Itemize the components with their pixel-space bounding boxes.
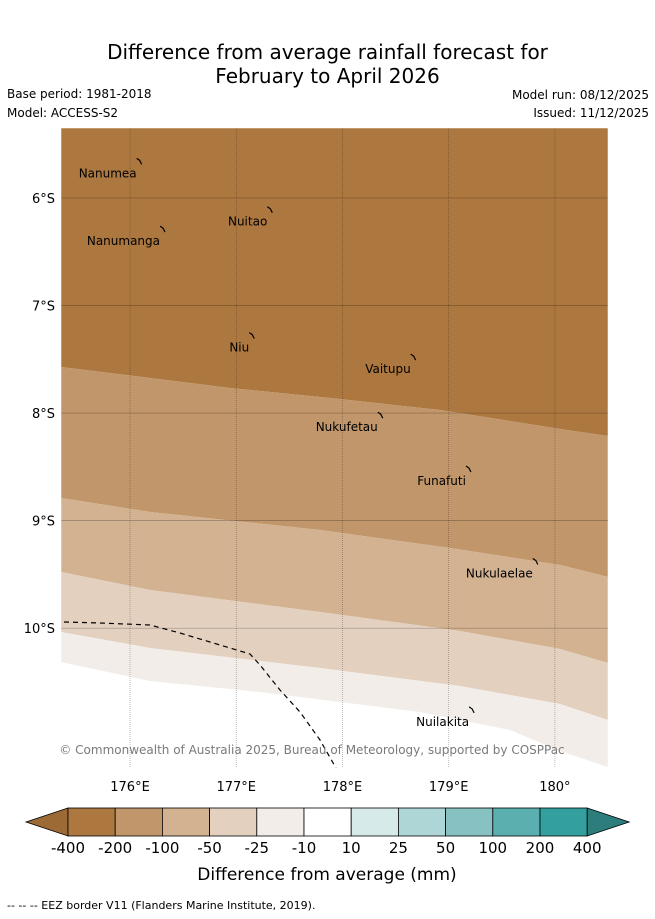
island-shape <box>532 557 539 565</box>
band-below-100mm <box>61 367 608 577</box>
island-shape <box>266 206 273 214</box>
lon-tick-label: 180° <box>539 780 570 795</box>
island-shape <box>136 157 143 165</box>
chart-title: Difference from average rainfall forecas… <box>0 40 655 88</box>
colorbar-tick-label: -25 <box>245 839 270 857</box>
place-label: Vaitupu <box>365 362 411 376</box>
colorbar-segment <box>397 807 446 837</box>
lat-tick-label: 7°S <box>32 299 55 314</box>
colorbar-tick-label: -200 <box>98 839 132 857</box>
colorbar-segment <box>256 807 305 837</box>
island-shape <box>159 225 166 233</box>
island-shape <box>465 465 472 473</box>
place-label: Nuilakita <box>416 715 469 729</box>
lon-tick-label: 176°E <box>110 780 150 795</box>
colorbar-segment <box>350 807 399 837</box>
title-line-2: February to April 2026 <box>215 64 440 88</box>
island-shape <box>377 411 384 419</box>
lat-tick-label: 10°S <box>24 622 55 637</box>
graticule <box>61 128 608 768</box>
eez-border <box>63 621 337 768</box>
colorbar-segment <box>445 807 494 837</box>
place-label: Nuitao <box>228 215 267 229</box>
copyright-notice: © Commonwealth of Australia 2025, Bureau… <box>59 743 564 757</box>
colorbar-segment <box>539 807 588 837</box>
colorbar-high-extension <box>586 807 631 837</box>
island-shape <box>248 332 255 339</box>
colorbar-segment <box>303 807 352 837</box>
colorbar-tick-label: -10 <box>292 839 317 857</box>
colorbar-tick-label: -50 <box>197 839 222 857</box>
colorbar-segment <box>114 807 163 837</box>
issued-date: Issued: 11/12/2025 <box>533 106 649 120</box>
plot-frame <box>60 127 609 769</box>
colorbar-tick-label: -400 <box>51 839 85 857</box>
island-shape <box>468 706 475 714</box>
colorbar-segment <box>209 807 258 837</box>
colorbar-tick-label: 10 <box>342 839 361 857</box>
colorbar-low-extension <box>24 807 69 837</box>
lat-tick-label: 8°S <box>32 407 55 422</box>
lon-tick-label: 179°E <box>429 780 469 795</box>
place-label: Nukulaelae <box>466 566 533 580</box>
place-label: Nanumea <box>79 166 137 180</box>
base-period: Base period: 1981-2018 <box>7 87 152 101</box>
title-line-1: Difference from average rainfall forecas… <box>107 40 548 64</box>
band-below-50mm <box>61 498 608 663</box>
model-name: Model: ACCESS-S2 <box>7 106 119 120</box>
place-label: Nukufetau <box>316 420 378 434</box>
band-below-25mm <box>61 572 608 720</box>
colorbar-tick-label: 50 <box>436 839 455 857</box>
colorbar: -400 -200 -100 -50 -25 -10 10 25 50 100 200 400 <box>24 807 631 857</box>
lat-tick-label: 6°S <box>32 192 55 207</box>
colorbar-tick-label: 25 <box>389 839 408 857</box>
eez-legend: -- -- -- EEZ border V11 (Flanders Marine… <box>7 899 316 912</box>
band-below-10mm <box>61 632 608 767</box>
colorbar-tick-label: 100 <box>478 839 507 857</box>
band-below-200mm <box>61 128 608 436</box>
colorbar-tick-label: 200 <box>526 839 555 857</box>
latitude-ticks: 6°S 7°S 8°S 9°S 10°S <box>24 192 55 637</box>
colorbar-segment <box>67 807 116 837</box>
model-run: Model run: 08/12/2025 <box>511 88 649 102</box>
place-labels: Nanumea Nuitao Nanumanga Niu Vaitupu Nukufeta… <box>79 157 539 729</box>
colorbar-label: Difference from average (mm) <box>197 865 456 885</box>
place-label: Niu <box>229 341 249 355</box>
colorbar-segment <box>492 807 541 837</box>
colorbar-tick-label: 400 <box>573 839 602 857</box>
island-shape <box>410 353 417 361</box>
lon-tick-label: 177°E <box>216 780 256 795</box>
lon-tick-label: 178°E <box>323 780 363 795</box>
lat-tick-label: 9°S <box>32 515 55 530</box>
colorbar-tick-label: -100 <box>145 839 179 857</box>
place-label: Nanumanga <box>87 234 160 248</box>
longitude-ticks: 176°E 177°E 178°E 179°E 180° <box>110 780 570 795</box>
place-label: Funafuti <box>417 474 466 488</box>
colorbar-segment <box>161 807 210 837</box>
